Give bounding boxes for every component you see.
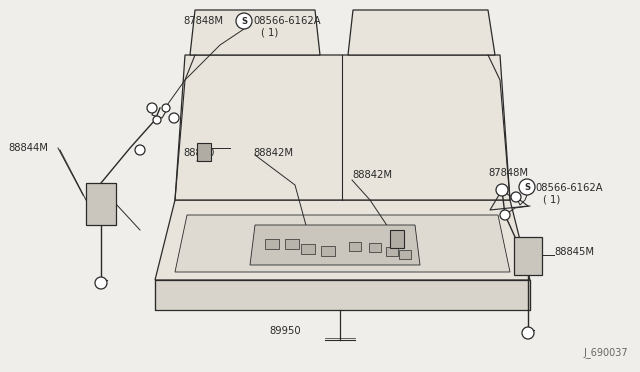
Text: 87848M: 87848M — [183, 16, 223, 26]
Circle shape — [236, 13, 252, 29]
Bar — [399, 250, 411, 259]
Bar — [369, 243, 381, 252]
Circle shape — [147, 103, 157, 113]
Text: 08566-6162A: 08566-6162A — [253, 16, 321, 26]
Circle shape — [511, 192, 521, 202]
Circle shape — [135, 145, 145, 155]
Circle shape — [496, 184, 508, 196]
Circle shape — [500, 210, 510, 220]
Circle shape — [162, 104, 170, 112]
Text: 88842M: 88842M — [352, 170, 392, 180]
Circle shape — [153, 116, 161, 124]
Polygon shape — [250, 225, 420, 265]
Bar — [265, 239, 279, 249]
Polygon shape — [348, 10, 495, 55]
Polygon shape — [155, 200, 530, 280]
Circle shape — [519, 179, 535, 195]
Bar — [197, 143, 211, 161]
Text: 88890: 88890 — [388, 253, 419, 263]
Text: J_690037: J_690037 — [584, 347, 628, 358]
Polygon shape — [155, 280, 530, 310]
Text: S: S — [524, 183, 530, 192]
Bar — [349, 242, 361, 251]
Bar — [321, 246, 335, 256]
Polygon shape — [175, 55, 510, 200]
Bar — [514, 237, 542, 275]
Bar — [301, 244, 315, 254]
Bar — [86, 183, 116, 225]
Text: 88842M: 88842M — [253, 148, 293, 158]
Text: 88845M: 88845M — [554, 247, 594, 257]
Text: ( 1): ( 1) — [261, 27, 278, 37]
Circle shape — [522, 327, 534, 339]
Text: 88844M: 88844M — [8, 143, 48, 153]
Circle shape — [95, 277, 107, 289]
Bar — [390, 230, 404, 248]
Text: S: S — [241, 16, 247, 26]
Text: 88890: 88890 — [183, 148, 214, 158]
Text: ( 1): ( 1) — [543, 194, 560, 204]
Text: 08566-6162A: 08566-6162A — [535, 183, 603, 193]
Polygon shape — [190, 10, 320, 55]
Bar — [386, 247, 398, 256]
Polygon shape — [175, 215, 510, 272]
Bar — [285, 239, 299, 249]
Circle shape — [169, 113, 179, 123]
Text: 89950: 89950 — [269, 326, 301, 336]
Text: 87848M: 87848M — [488, 168, 528, 178]
